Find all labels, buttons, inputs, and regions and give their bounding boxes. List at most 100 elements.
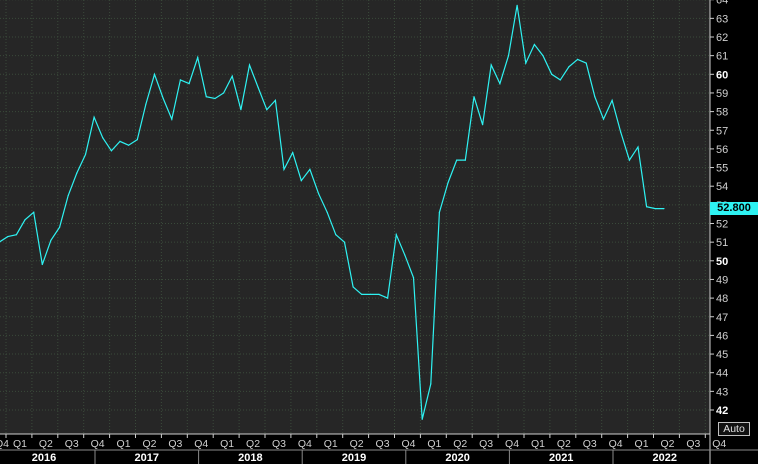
data-point [292, 152, 294, 154]
data-point [335, 234, 337, 236]
quarter-tick-label: Q4 [91, 438, 105, 450]
data-point [223, 92, 225, 94]
data-point [404, 254, 406, 256]
data-point [240, 109, 242, 111]
quarter-tick-label: Q4 [194, 438, 208, 450]
data-point [326, 211, 328, 213]
data-point [516, 4, 518, 6]
data-point [361, 293, 363, 295]
quarter-tick-label: Q3 [65, 438, 79, 450]
data-point [559, 79, 561, 81]
data-point [110, 150, 112, 152]
data-point [318, 193, 320, 195]
data-point [145, 103, 147, 105]
y-tick-label: 56 [716, 144, 728, 156]
y-axis: 4243444546474849505152535455565758596061… [709, 0, 728, 464]
quarter-tick-label: Q3 [583, 438, 597, 450]
data-point [438, 211, 440, 213]
y-tick-label: 58 [716, 107, 728, 119]
quarter-tick-label: Q4 [298, 438, 312, 450]
data-point [309, 168, 311, 170]
y-tick-label: 46 [716, 330, 728, 342]
data-point [369, 293, 371, 295]
data-point [663, 208, 665, 210]
y-tick-label: 44 [716, 368, 728, 380]
y-tick-label: 42 [716, 405, 728, 417]
quarter-tick-label: Q3 [168, 438, 182, 450]
quarter-tick-label: Q1 [635, 438, 649, 450]
data-point [611, 99, 613, 101]
y-tick-label: 57 [716, 125, 728, 137]
data-point [179, 79, 181, 81]
data-point [395, 234, 397, 236]
year-label: 2021 [549, 452, 573, 464]
year-label: 2016 [32, 452, 56, 464]
data-point [343, 241, 346, 243]
data-point [59, 226, 61, 228]
data-point [84, 153, 87, 156]
data-point [283, 168, 285, 170]
data-point [430, 383, 432, 385]
y-tick-label: 51 [716, 237, 728, 249]
data-point [214, 97, 216, 100]
data-point [602, 118, 605, 120]
data-point [577, 58, 579, 61]
data-point [41, 263, 43, 266]
data-point [33, 211, 35, 213]
data-point [352, 286, 354, 288]
data-point [637, 146, 639, 148]
data-point [499, 83, 501, 85]
y-tick-label: 45 [716, 349, 728, 361]
quarter-tick-label: Q2 [557, 438, 571, 450]
data-point [248, 64, 251, 66]
quarter-tick-label: Q2 [350, 438, 364, 450]
data-point [274, 99, 276, 101]
data-point [551, 73, 553, 75]
data-point [102, 137, 104, 139]
y-tick-label: 49 [716, 274, 728, 286]
quarter-tick-label: Q3 [376, 438, 390, 450]
data-point [482, 124, 484, 126]
data-point [628, 159, 631, 161]
quarter-tick-label: Q1 [13, 438, 27, 450]
data-point [24, 219, 26, 221]
y-tick-label: 64 [716, 0, 728, 7]
y-tick-label: 59 [716, 88, 728, 100]
auto-scale-button[interactable]: Auto [718, 422, 750, 436]
data-point [421, 418, 423, 420]
y-tick-label: 48 [716, 293, 728, 305]
quarter-tick-label: Q1 [531, 438, 545, 450]
data-point [464, 159, 466, 161]
data-point [162, 97, 164, 100]
year-label: 2018 [238, 452, 262, 464]
y-tick-label: 47 [716, 312, 728, 324]
y-tick-label: 62 [716, 32, 728, 44]
quarter-tick-label: Q2 [453, 438, 467, 450]
quarter-tick-label: Q4 [0, 438, 9, 450]
data-point [456, 159, 458, 161]
data-point [654, 208, 656, 210]
quarter-tick-label: Q4 [505, 438, 519, 450]
y-tick-label: 60 [716, 69, 728, 81]
quarter-tick-label: Q3 [479, 438, 493, 450]
data-point [188, 83, 190, 85]
y-tick-label: 61 [716, 51, 728, 63]
x-axis: Q1 Q2 Q3 Q4 Q1 Q2 Q3 Q4 Q1 Q2 Q3 Q4 Q1 Q2 Q3 Q4 Q1 Q2 Q3 Q4… [0, 433, 758, 464]
data-point [594, 96, 596, 98]
quarter-tick-label: Q1 [427, 438, 441, 450]
data-point [136, 139, 138, 141]
year-label: 2020 [445, 452, 469, 464]
y-tick-label: 52 [716, 219, 728, 231]
data-point [507, 55, 510, 57]
quarter-tick-label: Q4 [712, 438, 726, 450]
quarter-tick-label: Q1 [117, 438, 131, 450]
data-point [473, 96, 475, 98]
data-point [300, 180, 302, 182]
data-point [7, 236, 9, 238]
year-label: 2017 [135, 452, 159, 464]
data-point [447, 181, 449, 184]
y-tick-label: 55 [716, 163, 728, 175]
data-point [128, 144, 130, 146]
year-label: 2022 [653, 452, 677, 464]
